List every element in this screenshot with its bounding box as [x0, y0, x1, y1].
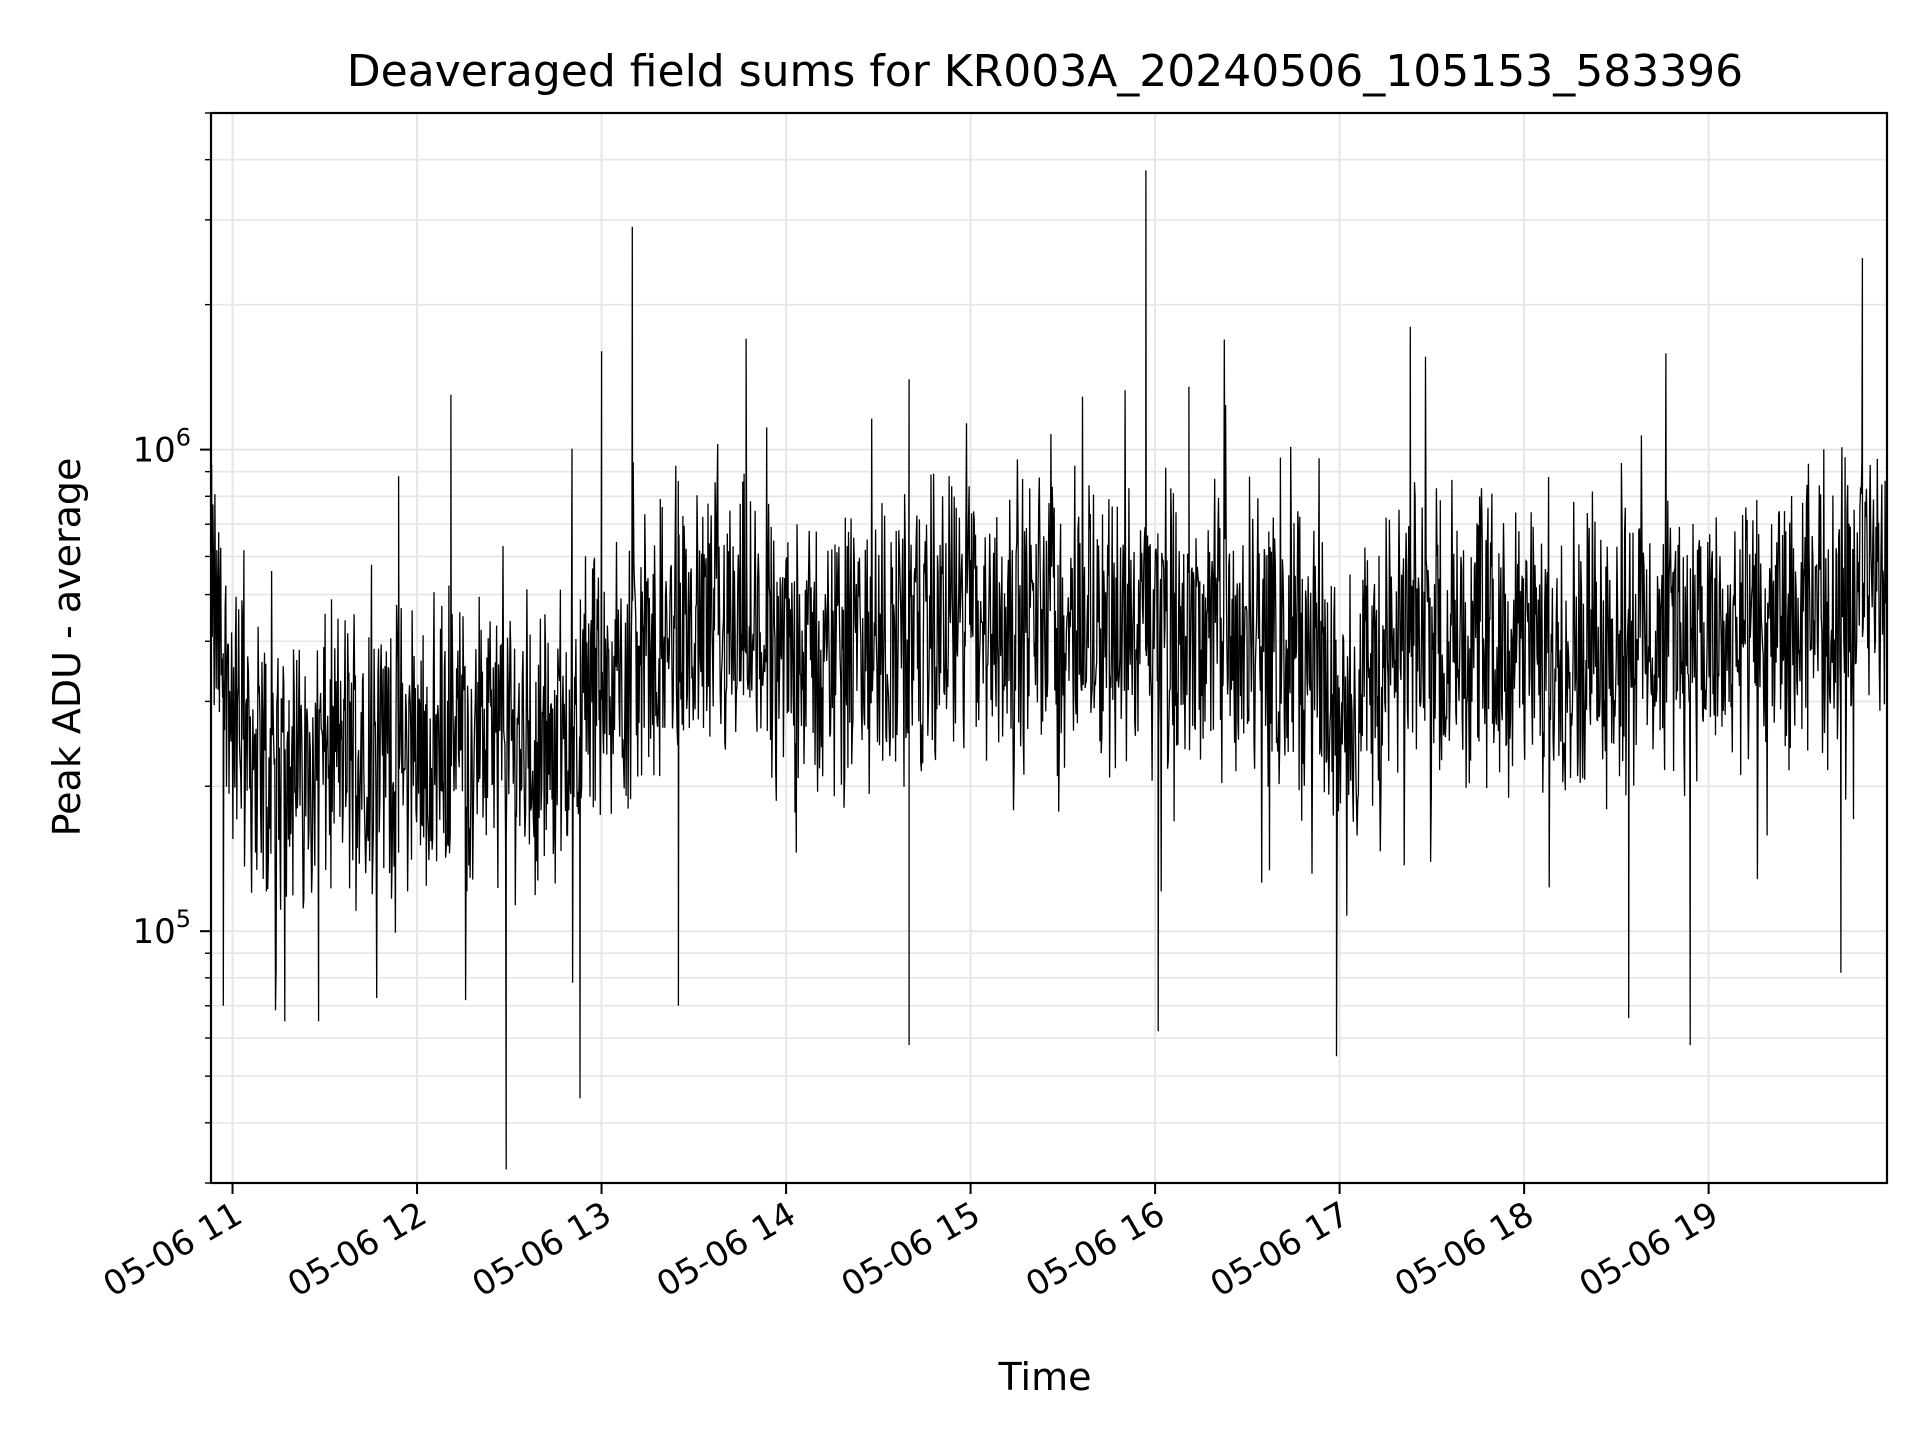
x-tick-label: 05-06 11: [97, 1194, 249, 1305]
x-tick-label: 05-06 19: [1573, 1194, 1725, 1305]
y-tick-label: 105: [132, 905, 191, 952]
x-tick-label: 05-06 15: [835, 1194, 987, 1305]
y-tick-label: 106: [132, 424, 191, 471]
x-tick-label: 05-06 12: [281, 1194, 433, 1305]
x-tick-label: 05-06 16: [1019, 1194, 1171, 1305]
y-axis-label: Peak ADU - average: [45, 458, 89, 837]
grid: [211, 112, 1887, 1184]
x-tick-label: 05-06 14: [650, 1194, 802, 1305]
x-tick-label: 05-06 18: [1388, 1194, 1540, 1305]
data-layer: [211, 170, 1887, 1170]
x-tick-label: 05-06 13: [466, 1194, 618, 1305]
x-tick-label: 05-06 17: [1204, 1194, 1356, 1305]
x-axis-label: Time: [998, 1355, 1092, 1399]
chart-title: Deaveraged field sums for KR003A_2024050…: [347, 46, 1743, 97]
plot-frame: [209, 111, 1889, 1185]
series-line: [211, 170, 1887, 1170]
